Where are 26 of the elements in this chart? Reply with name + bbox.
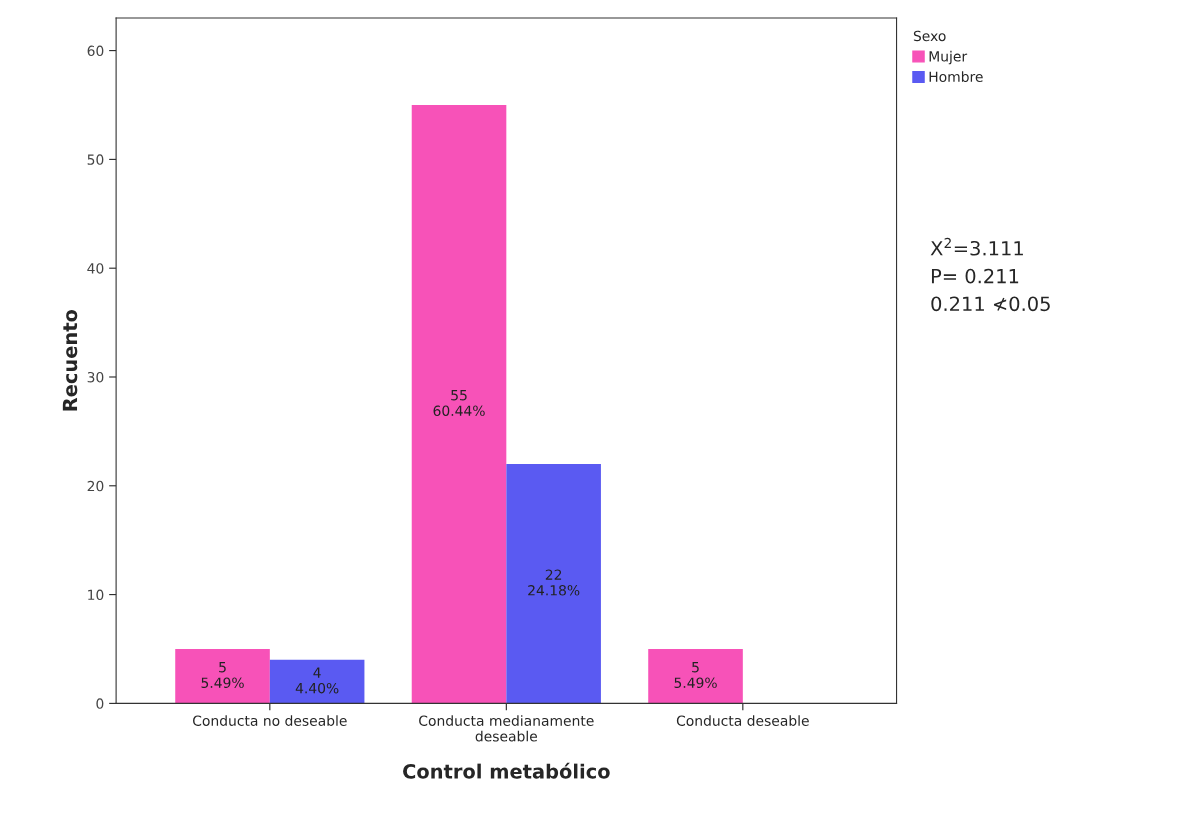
y-tick-label: 20 bbox=[87, 480, 104, 492]
y-tick-label: 30 bbox=[87, 371, 104, 383]
y-tick-label: 60 bbox=[87, 45, 104, 57]
data-label: 5 5.49% bbox=[201, 662, 244, 688]
text: X$^{2}$=3.111 P= 0.211 0.211 ≮0.05 bbox=[930, 237, 1050, 312]
y-tick-label: 50 bbox=[87, 154, 104, 165]
x-axis-title: Control metabólico bbox=[403, 762, 610, 779]
bar bbox=[506, 464, 601, 704]
legend-title: Sexo bbox=[913, 30, 946, 42]
data-label: 22 24.18% bbox=[528, 569, 580, 596]
y-tick-label: 10 bbox=[88, 589, 104, 601]
legend-label: Hombre bbox=[929, 71, 983, 82]
bar bbox=[269, 659, 365, 704]
bar bbox=[648, 648, 743, 704]
data-label: 4 4.40% bbox=[295, 667, 339, 694]
data-label: 55 60.44% bbox=[433, 390, 485, 416]
data-label: 5 5.49% bbox=[674, 662, 717, 688]
bar bbox=[411, 104, 507, 704]
legend-label: Mujer bbox=[929, 50, 968, 65]
bar bbox=[175, 648, 270, 704]
y-axis-title: Recuento bbox=[62, 309, 78, 411]
y-tick-label: 0 bbox=[96, 698, 104, 709]
x-tick-label: Conducta medianamente deseable bbox=[419, 715, 594, 742]
y-tick-label: 40 bbox=[87, 263, 104, 274]
x-tick-label: Conducta no deseable bbox=[193, 715, 347, 726]
x-tick-label: Conducta deseable bbox=[676, 715, 809, 726]
